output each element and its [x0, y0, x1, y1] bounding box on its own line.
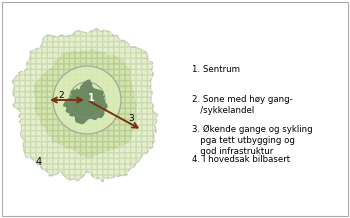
Text: 2. Sone med høy gang-
   /sykkelandel: 2. Sone med høy gang- /sykkelandel: [192, 95, 293, 115]
Circle shape: [53, 66, 121, 134]
Text: 1: 1: [88, 93, 94, 103]
Text: 4: 4: [36, 157, 42, 167]
Text: 1. Sentrum: 1. Sentrum: [192, 65, 240, 74]
Text: 3: 3: [128, 114, 134, 123]
Text: 4. I hovedsak bilbasert: 4. I hovedsak bilbasert: [192, 155, 290, 164]
Text: 3. Økende gange og sykling
   pga tett utbygging og
   god infrastruktur: 3. Økende gange og sykling pga tett utby…: [192, 125, 313, 156]
Text: 2: 2: [58, 90, 64, 99]
Polygon shape: [63, 79, 108, 124]
Polygon shape: [12, 29, 158, 182]
Polygon shape: [34, 49, 136, 158]
